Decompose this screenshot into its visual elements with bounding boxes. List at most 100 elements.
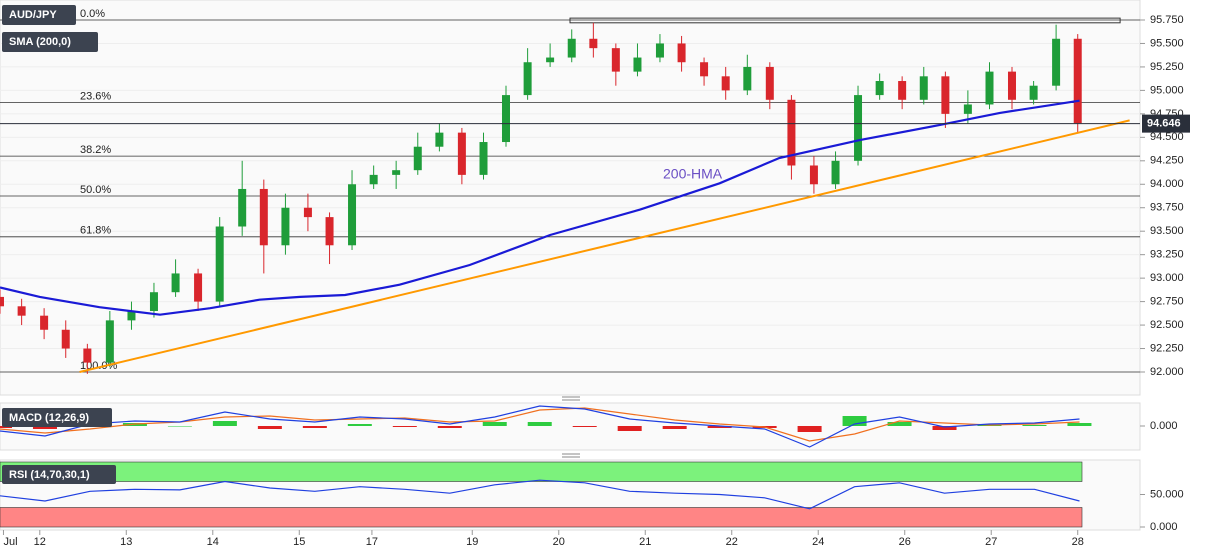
indicator-label: SMA (200,0) xyxy=(9,36,71,48)
fib-label: 50.0% xyxy=(80,184,111,196)
macd-histogram-bar xyxy=(302,426,327,428)
candle-body xyxy=(325,217,334,246)
candle-body xyxy=(523,62,532,96)
candle-body xyxy=(611,48,620,72)
y-tick-label: 92.000 xyxy=(1150,366,1184,378)
oversold-band xyxy=(0,507,1083,528)
indicator-box[interactable] xyxy=(2,32,98,52)
x-tick-label: 20 xyxy=(553,536,565,548)
candle-body xyxy=(700,62,709,77)
candle-body xyxy=(1007,71,1016,100)
x-tick-label: 22 xyxy=(726,536,738,548)
macd-histogram-bar xyxy=(617,426,642,431)
macd-line xyxy=(0,405,1080,448)
candle-body xyxy=(435,132,444,147)
y-tick-label: 93.000 xyxy=(1150,272,1184,284)
symbol-box[interactable] xyxy=(2,5,76,25)
macd-histogram-bar xyxy=(527,422,552,426)
candle-body xyxy=(171,273,180,293)
candle-body xyxy=(83,348,92,363)
y-tick-label: 93.250 xyxy=(1150,249,1184,261)
candle-body xyxy=(40,315,49,330)
candle-body xyxy=(61,329,70,349)
fib-label: 23.6% xyxy=(80,91,111,103)
candle-body xyxy=(457,132,466,175)
macd-histogram-bar xyxy=(662,426,687,429)
macd-histogram-bar xyxy=(887,422,912,426)
candle-body xyxy=(787,99,796,166)
y-tick-label: 95.000 xyxy=(1150,84,1184,96)
candle-body xyxy=(1029,85,1038,100)
candle-body xyxy=(1052,38,1061,86)
candle-body xyxy=(854,95,863,161)
candle-body xyxy=(655,43,664,58)
symbol: AUD/JPY xyxy=(9,9,57,21)
candle-body xyxy=(17,306,26,316)
macd-histogram-bar xyxy=(842,416,867,426)
x-tick-label: 21 xyxy=(639,536,651,548)
x-tick-label: Jul xyxy=(3,536,17,548)
y-tick-label: 95.250 xyxy=(1150,61,1184,73)
macd-histogram-bar xyxy=(707,426,732,428)
macd-histogram-bar xyxy=(32,426,57,429)
candle-body xyxy=(348,184,357,246)
candle-body xyxy=(259,188,268,246)
candle-body xyxy=(127,310,136,321)
x-tick-label: 14 xyxy=(207,536,219,548)
y-tick-label: 93.500 xyxy=(1150,225,1184,237)
candle-body xyxy=(281,207,290,246)
y-tick-label: 92.250 xyxy=(1150,342,1184,354)
candle-body xyxy=(831,160,840,185)
candle-body xyxy=(589,38,598,49)
candle-body xyxy=(941,76,950,114)
macd-histogram-bar xyxy=(347,424,372,426)
candle-body xyxy=(303,207,312,218)
candle-body xyxy=(479,142,488,175)
candle-body xyxy=(413,146,422,171)
resistance-zone xyxy=(569,17,1121,24)
fib-label: 61.8% xyxy=(80,225,111,237)
macd-histogram-bar xyxy=(392,426,417,427)
candle-body xyxy=(898,81,907,100)
panel-handle[interactable] xyxy=(562,453,580,458)
candle-body xyxy=(633,57,642,72)
macd-box[interactable] xyxy=(2,408,112,427)
y-tick-label: 94.000 xyxy=(1150,178,1184,190)
candle-body xyxy=(392,170,401,175)
candle-body xyxy=(985,71,994,105)
x-tick-label: 12 xyxy=(34,536,46,548)
macd-histogram-bar xyxy=(212,421,237,426)
candle-body xyxy=(765,66,774,100)
y-tick-label: 50.000 xyxy=(1150,488,1184,500)
candle-body xyxy=(1073,38,1082,124)
y-tick-label: 92.500 xyxy=(1150,319,1184,331)
x-tick-label: 26 xyxy=(899,536,911,548)
y-tick-label: 92.750 xyxy=(1150,296,1184,308)
x-tick-label: 19 xyxy=(466,536,478,548)
x-tick-label: 13 xyxy=(120,536,132,548)
y-tick-label: 94.500 xyxy=(1150,131,1184,143)
rsi-box[interactable] xyxy=(2,465,116,484)
x-tick-label: 17 xyxy=(366,536,378,548)
panel-handle[interactable] xyxy=(562,396,580,401)
macd-histogram-bar xyxy=(482,422,507,426)
x-tick-label: 28 xyxy=(1072,536,1084,548)
rsi-line xyxy=(0,479,1080,510)
fib-label: 0.0% xyxy=(80,8,105,20)
candle-body xyxy=(194,273,203,302)
candle-body xyxy=(963,104,972,114)
y-tick-label: 95.750 xyxy=(1150,14,1184,26)
candle-body xyxy=(501,95,510,143)
macd-histogram-bar xyxy=(1067,423,1092,426)
y-tick-label: 94.250 xyxy=(1150,155,1184,167)
macd-title: MACD (12,26,9) xyxy=(9,412,89,424)
macd-histogram-bar xyxy=(257,426,282,429)
candle-body xyxy=(809,165,818,185)
candle-body xyxy=(546,57,555,63)
candle-body xyxy=(677,43,686,63)
candle-body xyxy=(105,320,114,363)
hma-line xyxy=(0,99,1080,316)
candle-body xyxy=(0,296,4,307)
y-tick-label: 95.500 xyxy=(1150,37,1184,49)
